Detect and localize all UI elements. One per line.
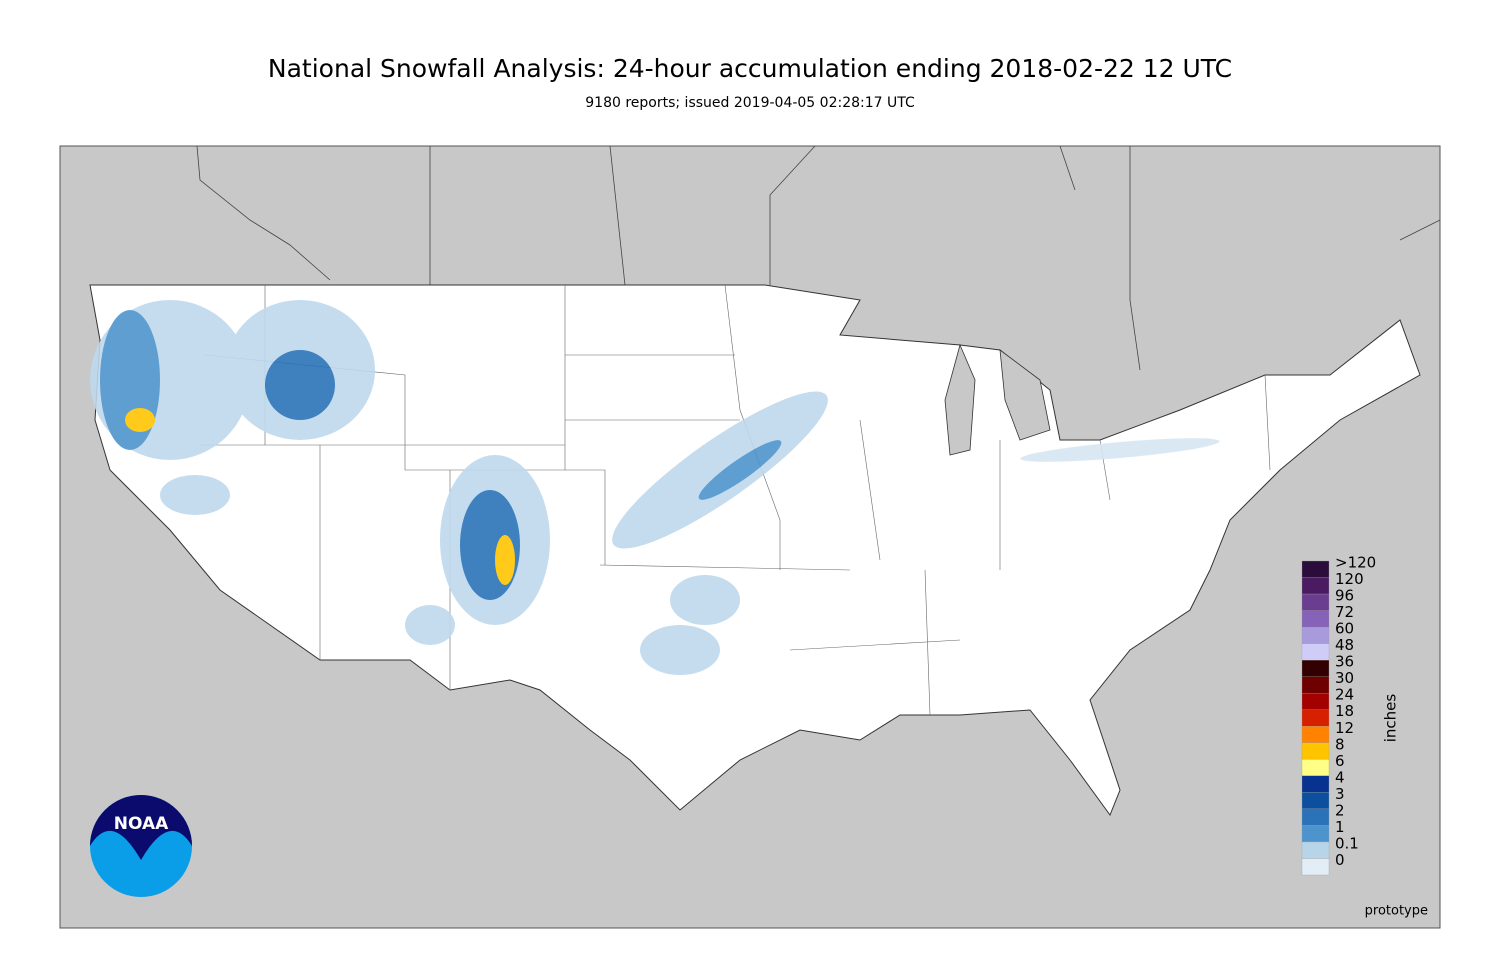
legend-swatch [1301,693,1330,710]
snow-area [1020,438,1220,462]
footer-note: prototype [1365,904,1428,919]
legend-swatch [1301,626,1330,644]
border-lines [196,145,1441,371]
legend-label: 1 [1335,818,1345,836]
legend-swatch [1301,560,1330,578]
legend-swatch [1301,841,1330,859]
legend-label: 30 [1335,669,1354,687]
legend-swatch [1301,660,1330,677]
snow-area [640,625,720,675]
logo-text: NOAA [114,814,169,834]
legend-title: inches [1382,694,1400,743]
great-lakes [944,343,1051,456]
noaa-logo: NOAA [90,795,192,897]
legend-swatch [1301,792,1330,810]
legend-swatch [1301,726,1330,743]
snow-area [495,535,515,585]
legend-swatch [1301,808,1330,826]
legend-label: 3 [1335,785,1345,803]
title: National Snowfall Analysis: 24-hour accu… [268,54,1232,83]
legend-label: 0 [1335,851,1345,869]
legend-label: 8 [1335,735,1345,753]
legend-swatch [1301,610,1330,628]
legend-label: 24 [1335,686,1354,704]
legend-label: 36 [1335,653,1354,671]
legend-swatch [1301,676,1330,694]
snow-area [670,575,740,625]
legend-swatch [1301,759,1330,776]
snowfall [90,300,1220,675]
legend-label: 0.1 [1335,834,1359,852]
legend-label: 4 [1335,768,1345,786]
snow-area [100,310,160,450]
legend-label: >120 [1335,554,1376,572]
snow-area [265,350,335,420]
legend-label: 96 [1335,587,1354,605]
legend-swatch [1301,775,1330,793]
legend-label: 60 [1335,620,1354,638]
map [59,145,1441,929]
legend-label: 120 [1335,570,1364,588]
legend-swatch [1301,858,1330,876]
snow-area [698,440,782,500]
legend-swatch [1301,593,1330,611]
legend-swatch [1301,742,1330,760]
legend-label: 12 [1335,719,1354,737]
snow-area [612,391,828,549]
us-land [89,284,1421,817]
legend-label: 18 [1335,702,1354,720]
legend-label: 2 [1335,801,1345,819]
legend-label: 6 [1335,752,1345,770]
logo-top [90,795,192,860]
snow-area [160,475,230,515]
snow-area [405,605,455,645]
legend-label: 72 [1335,603,1354,621]
legend: inches >1201209672604836302418128643210.… [1301,554,1400,876]
snow-area [125,408,155,432]
legend-swatch [1301,825,1330,843]
legend-swatch [1301,709,1330,727]
legend-swatch [1301,577,1330,595]
subtitle: 9180 reports; issued 2019-04-05 02:28:17… [585,95,915,111]
legend-swatch [1301,643,1330,661]
legend-label: 48 [1335,636,1354,654]
